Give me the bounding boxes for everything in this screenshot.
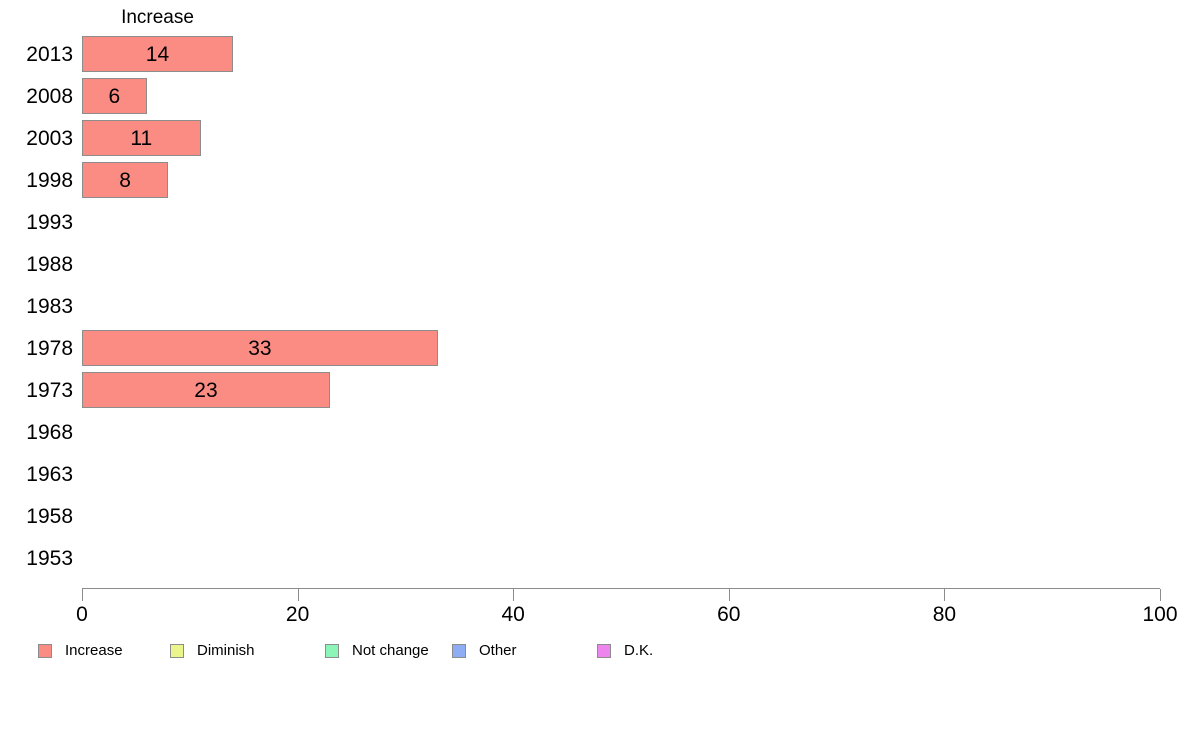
legend-swatch-d-k	[597, 643, 611, 658]
bar-track: 6	[82, 78, 1160, 114]
plot-rows: 2013 14 2008 6 2003 11 1998 8 1993 1988 1983 1978 33…	[0, 33, 1160, 579]
chart-row: 1998 8	[0, 159, 1160, 201]
y-axis-label: 1968	[26, 420, 73, 444]
bar-track	[82, 498, 1160, 534]
chart-row: 1993	[0, 201, 1160, 243]
bar-track: 14	[82, 36, 1160, 72]
x-axis-tick	[82, 589, 83, 601]
y-axis-label: 2003	[26, 126, 73, 150]
bar-track	[82, 288, 1160, 324]
legend-item-diminish: Diminish	[170, 643, 255, 658]
legend-label: Diminish	[197, 642, 255, 659]
bar-track	[82, 414, 1160, 450]
y-axis-label: 1983	[26, 294, 73, 318]
bar-value-label: 11	[130, 126, 153, 150]
bar-track	[82, 456, 1160, 492]
legend: Increase Diminish Not change Other D.K.	[0, 643, 1188, 663]
x-axis-tick-label: 0	[76, 603, 88, 626]
y-axis-label: 1993	[26, 210, 73, 234]
bar-value-label: 23	[194, 378, 218, 402]
x-axis-tick-label: 40	[501, 603, 525, 626]
bar-increase-1978: 33	[82, 330, 438, 366]
legend-label: D.K.	[624, 642, 654, 659]
chart-row: 2013 14	[0, 33, 1160, 75]
x-axis-tick	[513, 589, 515, 601]
bar-track	[82, 246, 1160, 282]
x-axis-tick-label: 20	[285, 603, 310, 626]
chart-row: 2003 11	[0, 117, 1160, 159]
y-axis-label: 1953	[26, 546, 73, 570]
x-axis-tick	[1160, 589, 1161, 601]
x-axis-tick	[297, 589, 299, 601]
legend-swatch-increase	[38, 643, 52, 658]
legend-label: Not change	[352, 642, 429, 659]
legend-label: Increase	[65, 642, 123, 659]
y-axis-label: 1963	[26, 462, 73, 486]
chart-row: 1968	[0, 411, 1160, 453]
legend-swatch-other	[452, 643, 466, 658]
bar-track: 23	[82, 372, 1160, 408]
legend-item-not-change: Not change	[325, 643, 429, 658]
x-axis-tick	[944, 589, 946, 601]
bar-track	[82, 540, 1160, 576]
y-axis-label: 2008	[26, 84, 73, 108]
legend-swatch-diminish	[170, 643, 184, 658]
bar-increase-1973: 23	[82, 372, 330, 408]
x-axis: 0 20 40 60 80 100	[76, 588, 1178, 626]
chart-row: 1973 23	[0, 369, 1160, 411]
legend-label: Other	[479, 642, 517, 659]
chart-row: 1988	[0, 243, 1160, 285]
legend-item-other: Other	[452, 643, 517, 658]
chart-row: 1963	[0, 453, 1160, 495]
bar-track	[82, 204, 1160, 240]
chart-row: 1983	[0, 285, 1160, 327]
chart-row: 1953	[0, 537, 1160, 579]
x-axis-tick-label: 60	[717, 603, 741, 626]
bar-value-label: 6	[108, 84, 121, 108]
bar-track: 8	[82, 162, 1160, 198]
bar-increase-2013: 14	[82, 36, 233, 72]
x-axis-tick	[728, 589, 730, 601]
y-axis-label: 2013	[26, 42, 73, 66]
chart-title: Increase	[121, 7, 194, 28]
y-axis-label: 1978	[26, 336, 73, 360]
x-axis-tick-label: 80	[932, 603, 957, 626]
legend-item-increase: Increase	[38, 643, 123, 658]
y-axis-label: 1988	[26, 252, 73, 276]
bar-track: 11	[82, 120, 1160, 156]
bar-increase-1998: 8	[82, 162, 169, 198]
chart-row: 1978 33	[0, 327, 1160, 369]
bar-track: 33	[82, 330, 1160, 366]
chart-row: 2008 6	[0, 75, 1160, 117]
bar-value-label: 8	[119, 168, 131, 192]
x-axis-tick-label: 100	[1142, 603, 1178, 626]
bar-increase-2008: 6	[82, 78, 147, 114]
bar-increase-2003: 11	[82, 120, 201, 156]
bar-value-label: 14	[145, 42, 170, 66]
chart-row: 1958	[0, 495, 1160, 537]
legend-swatch-not-change	[325, 643, 339, 658]
y-axis-label: 1958	[26, 504, 73, 528]
legend-item-d-k: D.K.	[597, 643, 653, 658]
y-axis-label: 1973	[26, 378, 73, 402]
bar-value-label: 33	[248, 336, 272, 360]
y-axis-label: 1998	[26, 168, 73, 192]
